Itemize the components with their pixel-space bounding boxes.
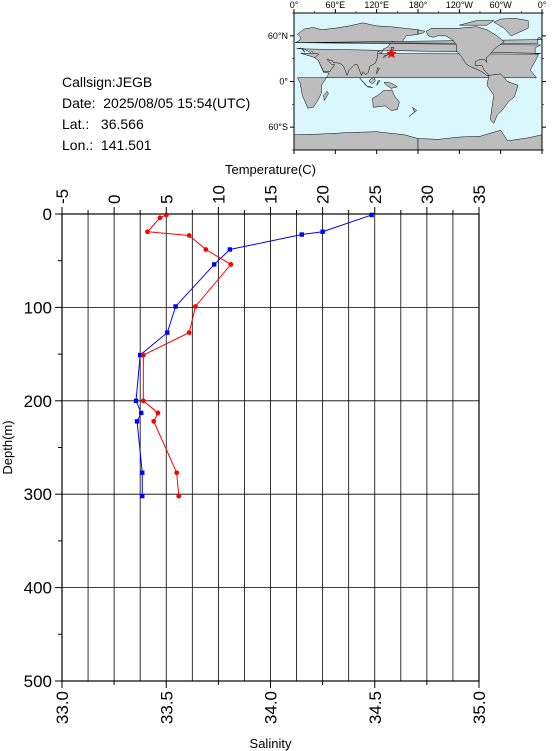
land-mass: [383, 81, 398, 89]
temperature-tick-label: 25: [366, 185, 385, 204]
salinity-point: [157, 215, 163, 221]
land-mass: [368, 76, 376, 85]
map-latitude-label: 0°: [279, 77, 288, 87]
temperature-point: [227, 247, 233, 252]
longitude-text: Lon.: 141.501: [62, 137, 152, 153]
depth-tick-label: 100: [24, 298, 52, 317]
land-mass: [294, 22, 542, 77]
map-latitude-label: 60°N: [268, 31, 288, 41]
salinity-point: [228, 262, 234, 267]
salinity-tick-label: 33.5: [157, 691, 176, 724]
chart-series: [133, 212, 374, 499]
map-longitude-label: 60°W: [490, 0, 513, 10]
salinity-tick-label: 35.0: [470, 691, 489, 724]
temperature-tick-label: 0: [105, 195, 124, 204]
star-icon: [386, 47, 397, 59]
depth-tick-label: 200: [24, 392, 52, 411]
land-mass: [425, 26, 505, 76]
salinity-line: [142, 214, 232, 497]
salinity-point: [151, 418, 157, 424]
date-text: Date: 2025/08/05 15:54(UTC): [62, 95, 251, 111]
temperature-tick-label: 5: [157, 195, 176, 204]
world-map: 0° 60°E 120°E 180° 120°W 60°W 0° 60°N 0° 60°S: [268, 0, 547, 154]
temperature-point: [134, 419, 140, 424]
land-mass: [376, 80, 381, 86]
salinity-point: [145, 229, 150, 235]
map-longitude-label: 0°: [538, 0, 547, 10]
temperature-point: [369, 212, 374, 218]
temperature-tick-label: 20: [314, 185, 333, 204]
map-longitude-label: 180°: [409, 0, 428, 10]
salinity-point: [186, 330, 192, 336]
depth-axis-label: Depth(m): [0, 420, 15, 474]
land-antarctica-east: [293, 131, 419, 151]
salinity-point: [203, 247, 209, 252]
map-longitude-label: 120°W: [446, 0, 474, 10]
salinity-point: [163, 212, 169, 218]
temperature-point: [299, 232, 304, 237]
salinity-tick-label: 33.0: [53, 691, 72, 724]
temperature-axis-label: Temperature(C): [225, 162, 316, 177]
depth-tick-label: 0: [43, 205, 52, 224]
land-mass: [372, 89, 400, 111]
temperature-point: [139, 410, 144, 416]
salinity-point: [174, 470, 180, 476]
salinity-point: [140, 352, 146, 358]
salinity-point: [140, 398, 146, 404]
temperature-tick-label: 15: [262, 185, 281, 204]
temperature-point: [140, 493, 145, 499]
depth-tick-label: 400: [24, 579, 52, 598]
temperature-tick-label: -5: [53, 189, 72, 204]
land-chukotka: [417, 29, 426, 35]
temperature-point: [320, 229, 325, 234]
land-mass: [493, 18, 529, 37]
map-latitude-label: 60°S: [268, 122, 288, 132]
salinity-axis-label: Salinity: [250, 736, 292, 751]
temperature-tick-label: 10: [209, 185, 228, 204]
salinity-point: [193, 304, 198, 309]
land-mass: [459, 20, 495, 26]
land-mass: [359, 77, 368, 87]
latitude-text: Lat.: 36.566: [62, 116, 144, 132]
temperature-line: [135, 214, 372, 497]
land-mass: [376, 67, 380, 75]
temperature-point: [212, 262, 217, 267]
map-longitude-label: 0°: [290, 0, 299, 10]
chart-grid: [61, 213, 480, 682]
temperature-point: [173, 304, 178, 309]
land-mass: [408, 106, 418, 117]
depth-tick-label: 500: [24, 672, 52, 691]
temperature-point: [133, 398, 139, 403]
salinity-tick-label: 34.5: [366, 691, 385, 724]
salinity-point: [176, 493, 182, 499]
land-mass: [323, 90, 329, 102]
salinity-point: [186, 233, 192, 238]
temperature-point: [137, 352, 143, 358]
land-mass: [366, 85, 373, 88]
temperature-point: [140, 470, 145, 475]
callsign-text: Callsign:JEGB: [62, 74, 153, 90]
land-mass: [486, 73, 519, 124]
map-longitude-label: 120°E: [364, 0, 389, 10]
depth-tick-label: 300: [24, 485, 52, 504]
salinity-point: [155, 410, 161, 416]
temperature-point: [165, 330, 170, 335]
map-longitude-label: 60°E: [326, 0, 346, 10]
temperature-tick-label: 30: [418, 185, 437, 204]
temperature-tick-label: 35: [470, 185, 489, 204]
station-info: Callsign:JEGB Date: 2025/08/05 15:54(UTC…: [62, 72, 250, 156]
salinity-tick-label: 34.0: [262, 691, 281, 724]
